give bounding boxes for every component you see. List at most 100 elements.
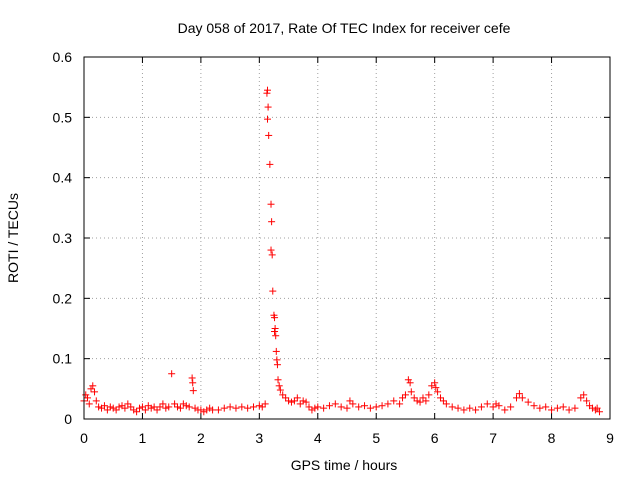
- data-point: [591, 406, 599, 414]
- data-point: [103, 406, 111, 414]
- data-point: [136, 404, 144, 412]
- data-point: [320, 404, 328, 412]
- data-point: [115, 403, 123, 411]
- data-point: [296, 400, 304, 408]
- data-point: [255, 402, 263, 410]
- data-point: [85, 400, 93, 408]
- data-point: [92, 397, 100, 405]
- data-point: [273, 356, 281, 364]
- data-point: [232, 404, 240, 412]
- data-point: [282, 394, 290, 402]
- data-point: [495, 402, 503, 410]
- y-tick-label: 0.4: [53, 170, 73, 186]
- y-tick-label: 0.1: [53, 351, 73, 367]
- x-axis-ticks: 0 1 2 3 4 5 6 7 8 9: [80, 57, 614, 446]
- data-point: [559, 403, 567, 411]
- x-tick-label: 5: [372, 430, 380, 446]
- data-point: [206, 404, 214, 412]
- data-point: [401, 391, 409, 399]
- data-point: [159, 400, 167, 408]
- data-point: [346, 397, 354, 405]
- data-point: [95, 403, 103, 411]
- data-point: [279, 391, 287, 399]
- data-point: [203, 406, 211, 414]
- data-point: [100, 402, 108, 410]
- data-point: [267, 246, 275, 254]
- data-point: [406, 379, 414, 387]
- x-tick-label: 3: [255, 430, 263, 446]
- data-point: [264, 115, 272, 123]
- data-point: [524, 398, 532, 406]
- data-point: [272, 332, 280, 340]
- data-point: [325, 402, 333, 410]
- data-point: [404, 376, 412, 384]
- data-point: [432, 384, 440, 392]
- data-point: [266, 160, 274, 168]
- data-point: [290, 397, 298, 405]
- data-point: [189, 379, 197, 387]
- data-point: [437, 394, 445, 402]
- y-tick-label: 0.3: [53, 230, 73, 246]
- data-point: [197, 406, 205, 414]
- data-point: [530, 402, 538, 410]
- data-point: [179, 400, 187, 408]
- data-point: [410, 394, 418, 402]
- data-point: [595, 408, 603, 416]
- y-tick-label: 0.6: [53, 49, 73, 65]
- y-tick-label: 0.2: [53, 290, 73, 306]
- data-point: [515, 390, 523, 398]
- data-point: [305, 403, 313, 411]
- plot-frame: [83, 56, 611, 420]
- data-point: [396, 400, 404, 408]
- data-point: [492, 400, 500, 408]
- data-point: [275, 382, 283, 390]
- data-point: [565, 406, 573, 414]
- data-point: [89, 382, 97, 390]
- data-point: [314, 403, 322, 411]
- data-point: [302, 398, 310, 406]
- data-point: [355, 403, 363, 411]
- data-point: [191, 404, 199, 412]
- data-point: [399, 394, 407, 402]
- x-tick-label: 2: [197, 430, 205, 446]
- data-point: [454, 404, 462, 412]
- data-point: [87, 385, 95, 393]
- data-point: [188, 374, 196, 382]
- data-point: [272, 347, 280, 355]
- data-point: [501, 406, 509, 414]
- data-point: [384, 400, 392, 408]
- data-point: [407, 388, 415, 396]
- data-point: [425, 391, 433, 399]
- x-tick-label: 4: [314, 430, 322, 446]
- data-point: [189, 387, 197, 395]
- data-point: [106, 403, 114, 411]
- x-tick-label: 7: [489, 430, 497, 446]
- y-axis-label: ROTI / TECUs: [5, 193, 21, 283]
- data-point: [244, 404, 252, 412]
- data-point: [580, 391, 588, 399]
- data-point: [182, 402, 190, 410]
- x-axis-label: GPS time / hours: [291, 457, 398, 473]
- data-point: [349, 400, 357, 408]
- data-point: [293, 394, 301, 402]
- data-point: [168, 370, 176, 378]
- data-point: [343, 404, 351, 412]
- data-point: [366, 404, 374, 412]
- data-point: [176, 404, 184, 412]
- y-axis-ticks: 0 0.1 0.2 0.3 0.4 0.5 0.6: [53, 49, 610, 427]
- data-point: [156, 403, 164, 411]
- data-point: [141, 406, 149, 414]
- x-tick-label: 0: [80, 430, 88, 446]
- data-point: [165, 403, 173, 411]
- data-point: [308, 406, 316, 414]
- x-tick-label: 6: [431, 430, 439, 446]
- data-point: [273, 361, 281, 369]
- data-point: [413, 397, 421, 405]
- data-point: [150, 403, 158, 411]
- data-point: [571, 404, 579, 412]
- data-point: [258, 403, 266, 411]
- data-point: [548, 406, 556, 414]
- data-point: [434, 388, 442, 396]
- data-point: [512, 394, 520, 402]
